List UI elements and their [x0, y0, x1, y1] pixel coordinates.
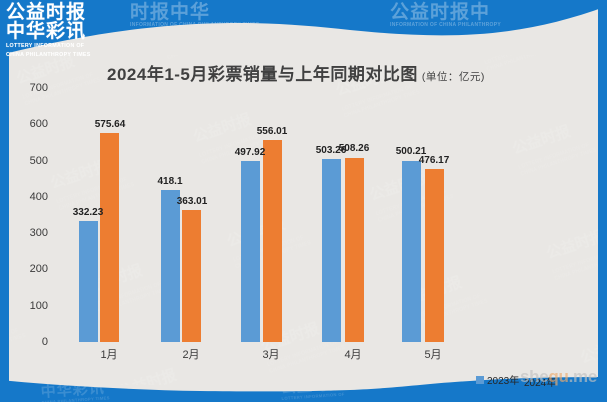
svg-text:公益时报中: 公益时报中 — [390, 0, 490, 23]
svg-text:INFORMATION OF CHINA PHILANTHR: INFORMATION OF CHINA PHILANTHROPY TIMES — [130, 22, 260, 28]
svg-text:INFORMATION OF CHINA PHILANTHR: INFORMATION OF CHINA PHILANTHROPY — [390, 22, 501, 28]
svg-text:时报中华: 时报中华 — [130, 0, 210, 23]
